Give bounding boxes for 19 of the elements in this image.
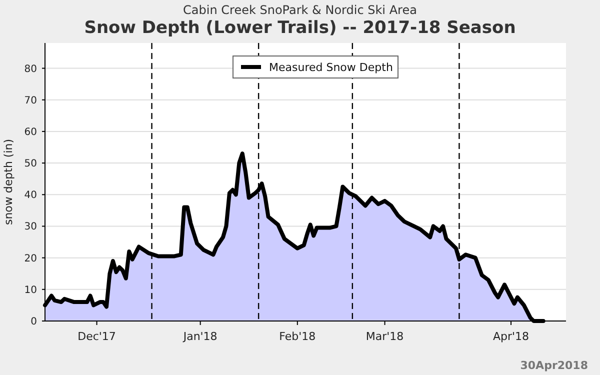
x-tick-label: Jan'18 bbox=[182, 330, 218, 343]
x-tick-label: Feb'18 bbox=[279, 330, 316, 343]
y-tick-label: 70 bbox=[24, 95, 37, 106]
y-axis-title: snow depth (in) bbox=[2, 138, 15, 226]
y-tick-label: 20 bbox=[24, 253, 37, 264]
x-tick-label: Apr'18 bbox=[492, 330, 530, 343]
y-tick-label: 50 bbox=[24, 158, 37, 170]
y-tick-label: 10 bbox=[24, 284, 37, 296]
y-tick-label: 0 bbox=[30, 316, 37, 328]
chart-title: Snow Depth (Lower Trails) -- 2017-18 Season bbox=[84, 18, 516, 38]
chart-subtitle: Cabin Creek SnoPark & Nordic Ski Area bbox=[183, 3, 417, 17]
x-tick-label: Dec'17 bbox=[78, 330, 116, 343]
text: 30Apr2018 bbox=[520, 359, 588, 372]
y-tick-label: 80 bbox=[24, 64, 37, 75]
y-tick-label: 40 bbox=[24, 190, 37, 202]
y-tick-label: 30 bbox=[24, 222, 37, 233]
legend-label: Measured Snow Depth bbox=[269, 61, 393, 74]
x-tick-label: Mar'18 bbox=[366, 330, 404, 343]
y-tick-label: 60 bbox=[24, 126, 37, 138]
